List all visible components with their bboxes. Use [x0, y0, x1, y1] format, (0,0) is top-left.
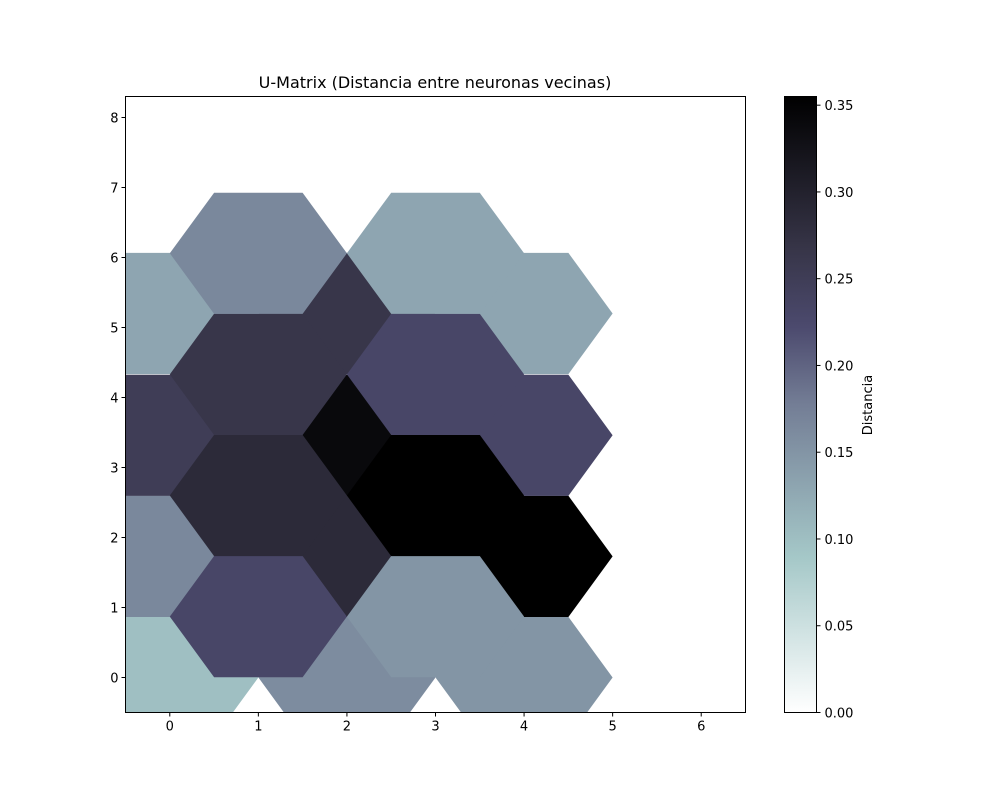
x-tick-label: 2 — [343, 720, 351, 735]
colorbar-tick-label: 0.35 — [825, 99, 854, 114]
y-tick-label: 6 — [110, 252, 118, 267]
y-tick-label: 2 — [110, 532, 118, 547]
y-tick-label: 3 — [110, 462, 118, 477]
x-tick-label: 4 — [520, 720, 528, 735]
colorbar-tick-label: 0.00 — [825, 707, 854, 722]
y-tick-label: 0 — [110, 672, 118, 687]
y-tick-label: 1 — [110, 602, 118, 617]
y-tick-label: 5 — [110, 322, 118, 337]
colorbar-tick-label: 0.15 — [825, 446, 854, 461]
colorbar-tick-label: 0.20 — [825, 359, 854, 374]
chart-title: U-Matrix (Distancia entre neuronas vecin… — [259, 73, 612, 92]
colorbar: 0.00 0.05 0.10 0.15 0.20 0.25 0.30 0.35 Distanc… — [785, 97, 877, 722]
colorbar-tick-label: 0.05 — [825, 620, 854, 635]
colorbar-gradient — [785, 97, 817, 713]
y-tick-label: 4 — [110, 392, 118, 407]
colorbar-tick-label: 0.10 — [825, 533, 854, 548]
x-axis: 0 1 2 3 4 5 6 — [166, 713, 706, 735]
y-axis: 0 1 2 3 4 5 6 7 8 — [110, 112, 125, 687]
colorbar-tick-label: 0.30 — [825, 186, 854, 201]
x-tick-label: 1 — [254, 720, 262, 735]
plot-area: 0 1 2 3 4 5 6 0 1 2 3 4 5 6 7 8 — [81, 97, 745, 739]
x-tick-label: 6 — [697, 720, 705, 735]
y-tick-label: 7 — [110, 182, 118, 197]
colorbar-label: Distancia — [861, 375, 876, 435]
colorbar-tick-label: 0.25 — [825, 273, 854, 288]
y-tick-label: 8 — [110, 112, 118, 127]
colorbar-ticks: 0.00 0.05 0.10 0.15 0.20 0.25 0.30 0.35 — [817, 99, 854, 721]
hex-cells — [81, 193, 612, 738]
x-tick-label: 3 — [431, 720, 439, 735]
x-tick-label: 5 — [609, 720, 617, 735]
x-tick-label: 0 — [166, 720, 174, 735]
